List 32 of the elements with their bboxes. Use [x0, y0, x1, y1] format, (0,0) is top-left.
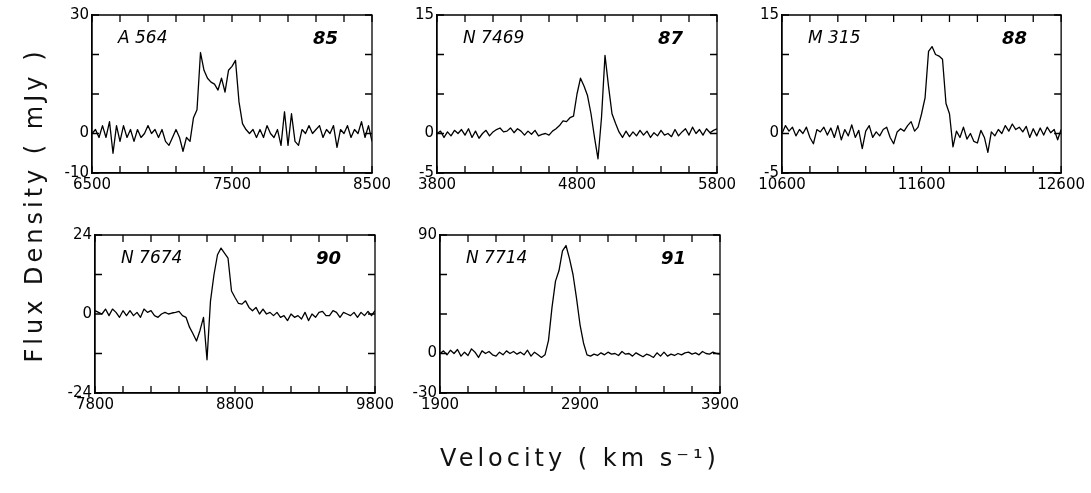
y-tick-label: 90 [417, 224, 437, 243]
y-tick-label: 15 [759, 4, 779, 23]
y-tick-label: 30 [69, 4, 89, 23]
annotation: A 564 [117, 27, 168, 48]
x-tick-label: 2900 [560, 394, 600, 413]
annotation: N 7714 [466, 247, 528, 268]
y-tick-label: 0 [424, 123, 434, 142]
annotation: 88 [1002, 26, 1028, 48]
annotation: 85 [312, 26, 338, 48]
y-tick-label: 0 [82, 303, 92, 322]
x-tick-label: 5800 [697, 174, 737, 193]
y-tick-label: 24 [72, 224, 92, 243]
annotation: M 315 [808, 27, 861, 48]
x-tick-label: 8500 [352, 174, 392, 193]
x-tick-label: 11600 [897, 174, 946, 193]
x-tick-label: 7500 [212, 174, 252, 193]
y-tick-label: 0 [769, 123, 779, 142]
y-axis-title: Flux Density ( mJy ) [20, 47, 48, 363]
annotation: 91 [660, 246, 686, 268]
annotation: 87 [657, 26, 684, 48]
x-tick-label: 8800 [215, 394, 255, 413]
y-tick-label: 15 [414, 4, 434, 23]
annotation: 90 [315, 246, 341, 268]
annotation: N 7469 [463, 27, 525, 48]
y-tick-label: 0 [427, 343, 437, 362]
x-tick-label: 9800 [355, 394, 395, 413]
x-tick-label: 12600 [1037, 174, 1085, 193]
x-axis-title: Velocity ( km s⁻¹) [440, 444, 720, 472]
annotation: N 7674 [121, 247, 183, 268]
y-tick-label: 0 [79, 123, 89, 142]
x-tick-label: 3900 [700, 394, 740, 413]
x-tick-label: 4800 [557, 174, 597, 193]
